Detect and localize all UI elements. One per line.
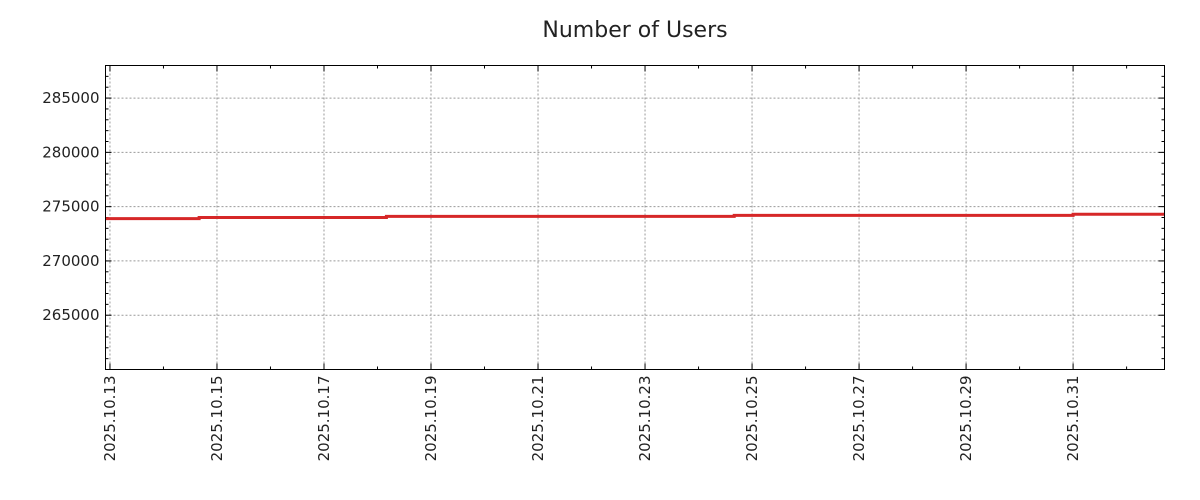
series-line (105, 212, 1165, 221)
y-tick-label: 285000 (42, 89, 99, 107)
chart-title: Number of Users (542, 18, 727, 43)
y-tick-label: 280000 (42, 143, 99, 161)
x-tick-label: 2025.10.25 (743, 376, 761, 462)
x-tick-label: 2025.10.15 (208, 376, 226, 462)
y-tick-label: 265000 (42, 306, 99, 324)
x-tick-label: 2025.10.17 (315, 376, 333, 462)
x-tick-label: 2025.10.23 (636, 376, 654, 462)
y-tick-label: 275000 (42, 198, 99, 216)
x-tick-label: 2025.10.19 (422, 376, 440, 462)
x-tick-label: 2025.10.31 (1064, 376, 1082, 462)
y-tick-label: 270000 (42, 252, 99, 270)
plot-frame (105, 65, 1165, 370)
x-tick-label: 2025.10.21 (529, 376, 547, 462)
y-tick-labels: 265000 270000 275000 280000 285000 (42, 89, 99, 324)
x-tick-labels: 2025.10.13 2025.10.15 2025.10.17 2025.10.19… (101, 376, 1082, 462)
x-tick-label: 2025.10.27 (850, 376, 868, 462)
x-tick-label: 2025.10.29 (957, 376, 975, 462)
series-layer (105, 212, 1165, 221)
x-tick-label: 2025.10.13 (101, 376, 119, 462)
